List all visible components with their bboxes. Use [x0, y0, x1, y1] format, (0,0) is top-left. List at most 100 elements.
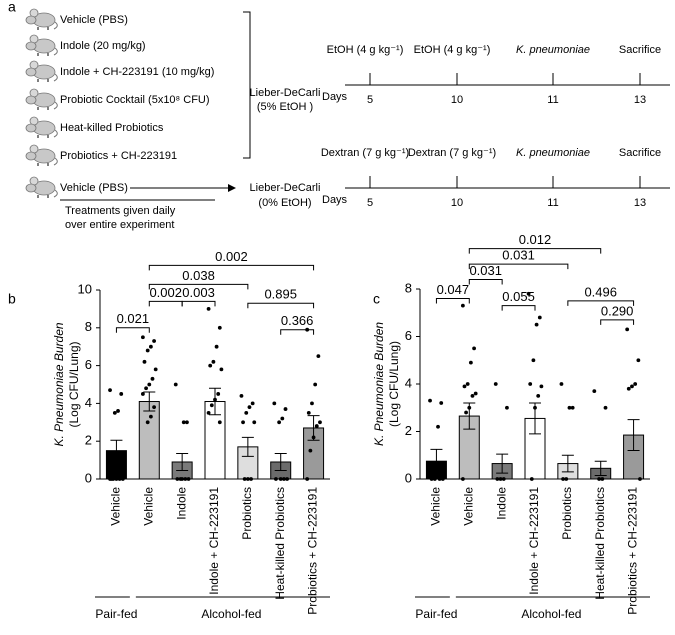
data-point — [119, 392, 124, 396]
data-point — [308, 448, 313, 453]
data-point — [464, 410, 468, 415]
data-point — [318, 420, 322, 425]
data-point — [592, 389, 597, 394]
group-label: Alcohol-fed — [521, 607, 581, 621]
arrow-head — [228, 184, 236, 192]
error-bar — [627, 419, 640, 451]
error-bar — [430, 448, 443, 474]
significance-bracket — [567, 300, 635, 306]
data-point — [470, 393, 475, 398]
p-value: 0.031 — [469, 263, 502, 278]
data-point — [439, 401, 444, 405]
data-point — [216, 392, 221, 396]
data-point — [244, 410, 249, 415]
data-point — [437, 477, 442, 481]
data-point — [250, 401, 255, 406]
data-point — [306, 410, 311, 415]
note: over entire experiment — [65, 219, 174, 231]
p-value: 0.002 — [215, 249, 248, 264]
data-point — [468, 360, 473, 365]
treatment: Indole + CH-223191 (10 mg/kg) — [60, 66, 214, 78]
error-bar — [176, 452, 189, 471]
data-point — [208, 363, 213, 368]
data-point — [185, 420, 189, 425]
significance-bracket — [501, 305, 536, 311]
group-label: Pair-fed — [95, 607, 137, 621]
data-point — [153, 367, 158, 372]
x-tick-label: Indole + CH-223191 — [207, 487, 221, 595]
data-point — [495, 477, 500, 481]
y-tick-label: 2 — [405, 423, 412, 438]
data-point — [498, 477, 503, 481]
data-point — [636, 358, 641, 363]
data-point — [534, 322, 539, 327]
x-tick-label: Indole + CH-223191 — [527, 487, 541, 595]
group-label: Pair-fed — [415, 607, 457, 621]
y-tick-label: 8 — [405, 280, 412, 295]
timelines: Days EtOH (4 g kg⁻¹) 5 EtOH (4 g kg⁻¹) 10 K. … — [321, 44, 670, 209]
data-point — [152, 339, 156, 343]
diet-label: (0% EtOH) — [258, 197, 311, 209]
treatments: Vehicle (PBS) Indole (20 mg/kg) Indole + C… — [60, 14, 214, 194]
p-value: 0.021 — [117, 311, 150, 326]
data-point — [245, 477, 250, 481]
data-point — [561, 477, 565, 481]
data-point — [140, 392, 145, 396]
data-point — [436, 424, 440, 429]
data-point — [219, 367, 224, 372]
data-point — [112, 410, 117, 415]
panel-label: b — [8, 291, 16, 307]
data-point — [533, 405, 537, 410]
diet-label: Lieber-DeCarli — [250, 182, 321, 194]
y-tick-label: 10 — [78, 281, 92, 296]
p-value: 0.290 — [601, 303, 634, 318]
x-tick-label: Probiotics — [240, 487, 254, 540]
data-point — [526, 291, 531, 296]
treatment: Indole (20 mg/kg) — [60, 40, 146, 52]
data-point — [460, 303, 465, 308]
data-point — [206, 410, 211, 415]
days-label: Days — [322, 91, 348, 103]
day-label: 5 — [367, 94, 373, 106]
data-point — [142, 359, 147, 364]
data-point — [180, 477, 185, 481]
y-tick-label: 4 — [85, 395, 92, 410]
data-point — [638, 477, 642, 481]
significance-bracket — [247, 302, 315, 309]
data-point — [148, 344, 153, 349]
panel-label: a — [8, 0, 16, 15]
x-tick-label: Vehicle — [429, 487, 443, 526]
data-point — [559, 382, 564, 386]
y-axis-label: K. Pneumoniae Burden — [52, 322, 66, 446]
data-point — [501, 477, 506, 481]
significance-bracket — [600, 319, 635, 325]
data-point — [252, 420, 257, 425]
data-point — [145, 420, 150, 425]
data-point — [633, 382, 638, 386]
panel-label: c — [373, 291, 380, 307]
treatment: Probiotics + CH-223191 — [60, 150, 177, 162]
data-point — [539, 384, 544, 389]
data-point — [239, 393, 244, 398]
data-point — [462, 384, 467, 389]
event-label: Sacrifice — [619, 147, 661, 159]
x-tick-label: Indole — [494, 487, 508, 520]
data-point — [467, 405, 472, 410]
y-tick-label: 0 — [405, 470, 412, 485]
data-point — [432, 477, 437, 481]
day-label: 13 — [634, 197, 646, 209]
data-point — [278, 477, 283, 481]
data-point — [108, 477, 112, 481]
bar — [138, 401, 160, 480]
y-tick-label: 6 — [85, 357, 92, 372]
x-tick-label: Vehicle — [461, 487, 475, 526]
x-tick-label: Indole — [174, 487, 188, 520]
data-point — [116, 409, 120, 413]
data-point — [209, 403, 214, 408]
data-point — [505, 405, 509, 410]
p-value: 0.055 — [502, 289, 535, 304]
day-label: 10 — [451, 94, 463, 106]
data-point — [313, 382, 318, 387]
data-point — [213, 397, 217, 402]
